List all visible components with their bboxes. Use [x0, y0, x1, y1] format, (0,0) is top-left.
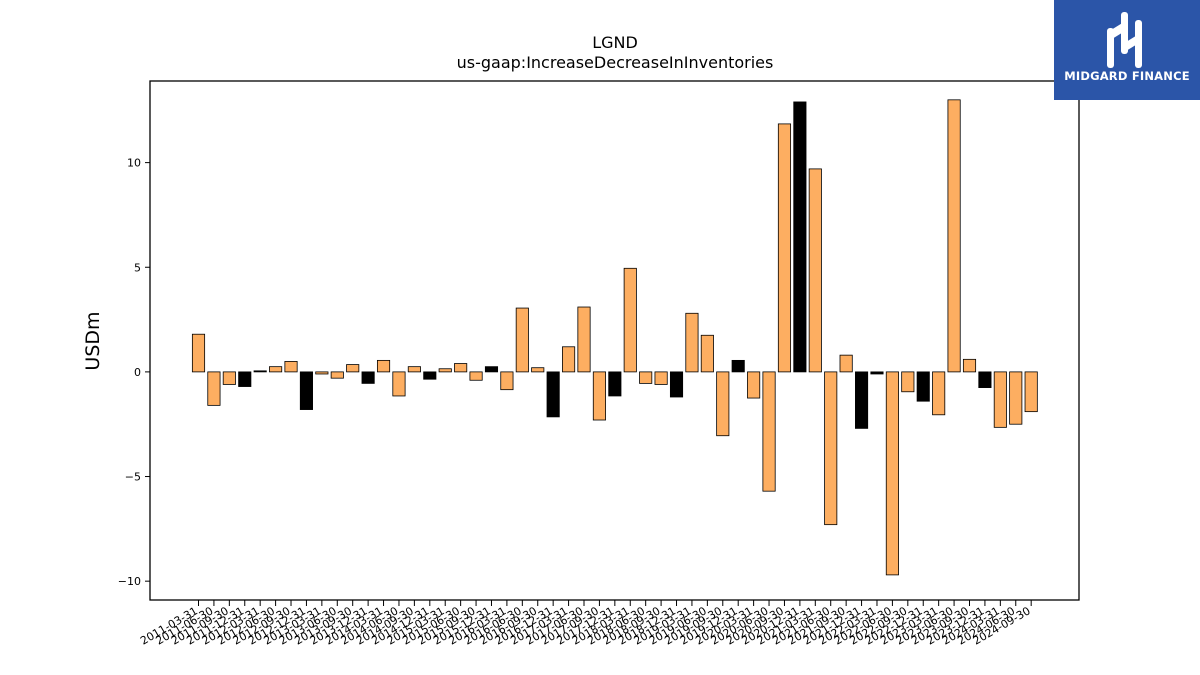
bar [407, 366, 421, 373]
bar [531, 367, 545, 373]
x-axis: 2011-03-312011-06-302011-09-302011-12-31… [138, 600, 1033, 648]
bar [253, 370, 267, 373]
bar [623, 267, 637, 373]
bar [222, 371, 236, 385]
plot-frame [149, 80, 1080, 601]
bar [762, 371, 776, 492]
bar [962, 358, 977, 373]
y-tick-label: 5 [134, 261, 141, 274]
bar [207, 371, 221, 406]
bar [685, 312, 699, 373]
bar [716, 371, 730, 437]
logo-mark-icon [1054, 0, 1200, 100]
y-tick-label: −5 [125, 471, 141, 484]
bar [608, 371, 622, 397]
bar [392, 371, 406, 397]
chart-title: LGND [592, 33, 638, 52]
bar [824, 371, 838, 526]
logo-text: MIDGARD FINANCE [1064, 69, 1190, 83]
bar [839, 354, 853, 373]
bar [361, 371, 375, 384]
bar [500, 371, 514, 391]
bar [808, 168, 822, 373]
bar [346, 364, 360, 373]
bar [438, 368, 452, 373]
bar [700, 334, 714, 373]
bar [793, 101, 807, 373]
y-tick-label: 10 [127, 157, 141, 170]
bar [885, 371, 899, 576]
bar [731, 359, 745, 373]
bar [299, 371, 313, 410]
bar [1024, 371, 1038, 413]
y-tick-label: −10 [118, 575, 141, 588]
bar [870, 371, 884, 375]
bar [238, 371, 252, 387]
bar [1009, 371, 1023, 425]
bar [654, 371, 668, 385]
bar [423, 371, 437, 380]
bar [592, 371, 606, 421]
bar [469, 371, 483, 381]
bar [947, 99, 961, 373]
bars-layer [191, 99, 1038, 576]
bar [901, 371, 915, 393]
bar [515, 307, 529, 373]
y-axis: −10 −5 0 5 10 [118, 157, 150, 588]
bar [777, 123, 792, 373]
bar [562, 346, 576, 373]
bar [546, 371, 560, 418]
bar [284, 361, 298, 373]
bar [191, 333, 206, 373]
midgard-finance-logo: MIDGARD FINANCE [1054, 0, 1200, 100]
bar [855, 371, 869, 429]
bar [639, 371, 653, 384]
y-axis-label: USDm [82, 311, 104, 370]
bar [454, 363, 468, 373]
chart-subtitle: us-gaap:IncreaseDecreaseInInventories [457, 53, 774, 72]
bar [669, 371, 684, 398]
bar [916, 371, 930, 402]
bar [577, 306, 591, 373]
bar [993, 371, 1007, 428]
bar [978, 371, 992, 388]
bar [269, 366, 283, 373]
y-tick-label: 0 [134, 366, 141, 379]
bar [330, 371, 344, 379]
bar [747, 371, 761, 399]
bar [315, 371, 329, 375]
bar [484, 366, 499, 373]
bar [932, 371, 946, 416]
bar [376, 359, 391, 373]
